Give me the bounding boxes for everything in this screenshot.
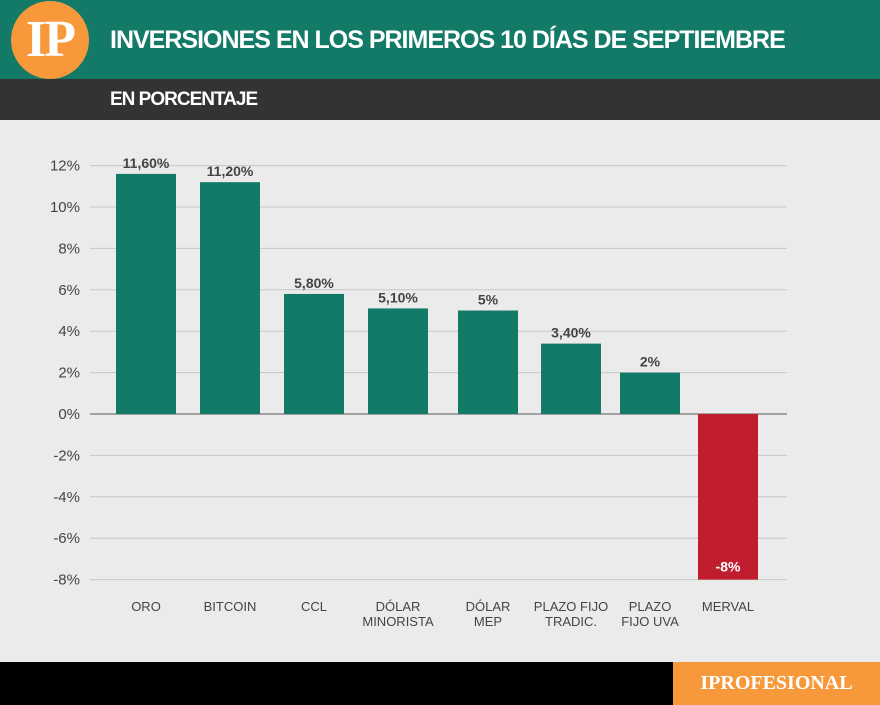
x-tick-label: DÓLAR <box>376 599 421 614</box>
x-tick-label: MEP <box>474 614 502 629</box>
x-tick-label: FIJO UVA <box>621 614 679 629</box>
ip-logo: IP <box>11 1 89 79</box>
bar <box>620 372 680 414</box>
bar-chart: 12% 10% 8% 6% 4% 2% 0% -2% -4% -6% -8% 11,60% ORO 11,… <box>50 155 787 629</box>
bar <box>458 310 518 414</box>
x-tick-label: CCL <box>301 599 327 614</box>
y-tick-label: 2% <box>58 365 80 382</box>
bar <box>368 308 428 414</box>
bar <box>284 293 344 414</box>
y-tick-label: 8% <box>58 240 80 257</box>
y-tick-label: -4% <box>53 489 80 506</box>
x-tick-label: PLAZO FIJO <box>534 599 608 614</box>
y-tick-label: 0% <box>58 406 80 423</box>
data-label: 3,40% <box>551 325 591 341</box>
data-label: 11,60% <box>123 155 170 171</box>
bar <box>116 173 176 414</box>
y-tick-label: -6% <box>53 530 80 547</box>
chart-subtitle: EN PORCENTAJE <box>110 89 258 110</box>
data-label: 5,80% <box>294 275 334 291</box>
data-label: -8% <box>716 559 741 575</box>
bar <box>698 414 758 580</box>
footer-bar: IPROFESIONAL <box>0 662 880 705</box>
x-tick-label: TRADIC. <box>545 614 597 629</box>
data-label: 2% <box>640 354 661 370</box>
x-tick-label: MINORISTA <box>362 614 434 629</box>
y-tick-label: 10% <box>50 199 80 216</box>
y-tick-label: 6% <box>58 282 80 299</box>
brand-logo: IPROFESIONAL <box>673 662 880 705</box>
bar <box>541 343 601 414</box>
chart-title: INVERSIONES EN LOS PRIMEROS 10 DÍAS DE S… <box>110 26 786 54</box>
data-label: 5,10% <box>378 289 418 305</box>
data-label: 5% <box>478 292 499 308</box>
bar <box>200 182 260 414</box>
header-bar: IP INVERSIONES EN LOS PRIMEROS 10 DÍAS D… <box>0 0 880 79</box>
y-tick-label: 12% <box>50 158 80 175</box>
data-label: 11,20% <box>207 163 254 179</box>
x-tick-label: DÓLAR <box>466 599 511 614</box>
x-tick-label: PLAZO <box>629 599 672 614</box>
y-tick-label: 4% <box>58 323 80 340</box>
x-tick-label: ORO <box>131 599 161 614</box>
y-tick-label: -2% <box>53 447 80 464</box>
y-tick-label: -8% <box>53 572 80 589</box>
subheader-bar: EN PORCENTAJE <box>0 79 880 120</box>
x-tick-label: MERVAL <box>702 599 754 614</box>
x-tick-label: BITCOIN <box>204 599 257 614</box>
